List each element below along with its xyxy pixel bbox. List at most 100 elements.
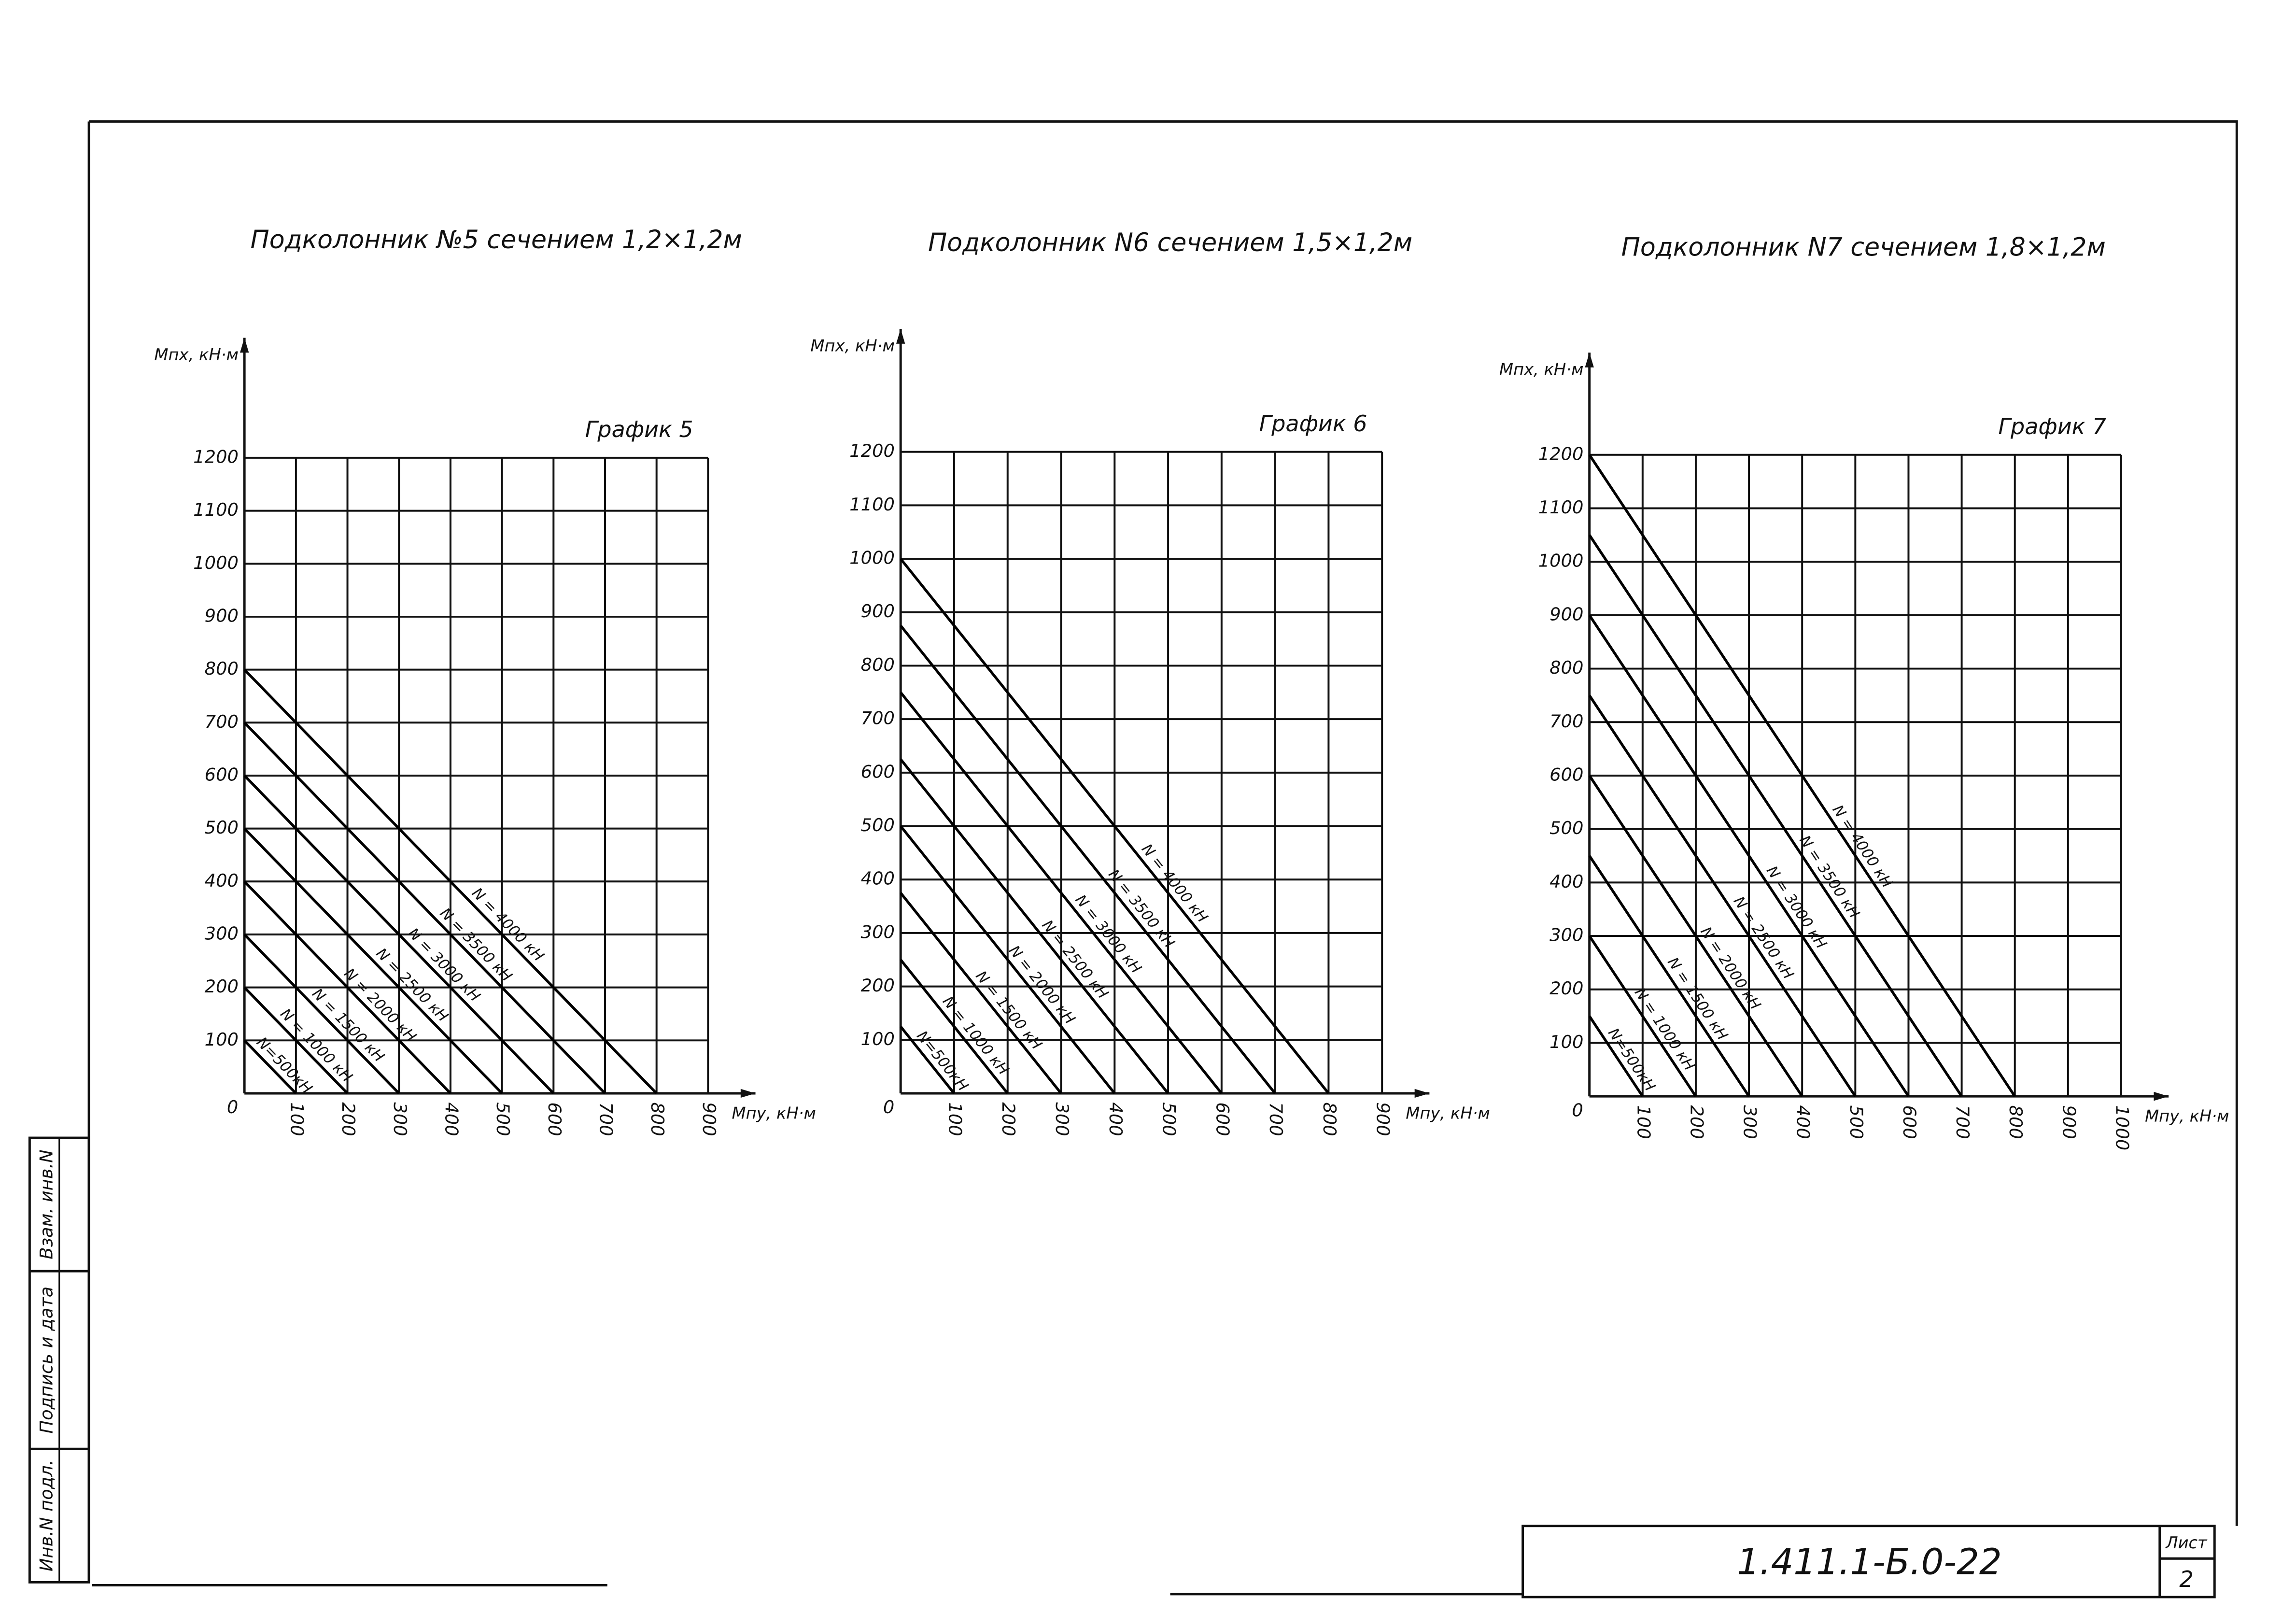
x-tick-label: 900 (1373, 1102, 1394, 1136)
chart-annotation: График 5 (585, 416, 693, 442)
y-tick-label: 1100 (193, 499, 239, 520)
y-tick-label: 400 (1549, 871, 1583, 892)
x-tick-label: 300 (1740, 1105, 1761, 1139)
y-tick-label: 600 (205, 764, 239, 785)
series-line (900, 892, 1062, 1094)
x-tick-label: 800 (647, 1102, 668, 1136)
y-tick-label: 400 (861, 868, 895, 889)
y-tick-label: 800 (861, 654, 895, 675)
y-tick-label: 1000 (849, 548, 895, 568)
x-tick-label: 500 (1159, 1102, 1180, 1136)
y-tick-label: 900 (205, 605, 239, 626)
y-tick-label: 200 (205, 976, 239, 997)
series-line (243, 775, 555, 1094)
y-tick-label: 300 (205, 923, 239, 944)
side-label: Подпись и дата (36, 1287, 57, 1434)
x-axis-label: Мпу, кН·м (732, 1104, 816, 1122)
series-line (243, 934, 400, 1094)
y-tick-label: 1000 (1538, 551, 1584, 571)
x-tick-label: 700 (1952, 1105, 1973, 1139)
y-tick-label: 500 (205, 817, 239, 838)
series-line (1588, 935, 1697, 1097)
x-tick-label: 300 (390, 1102, 410, 1136)
y-tick-label: 800 (205, 658, 239, 679)
axis-arrow (239, 338, 249, 353)
x-tick-label: 800 (2005, 1105, 2026, 1139)
series-line (900, 692, 1223, 1094)
y-tick-label: 1200 (849, 440, 895, 461)
series-line (1588, 454, 2016, 1097)
x-tick-label: 700 (596, 1102, 617, 1136)
axis-arrow (740, 1089, 756, 1098)
x-tick-label: 800 (1319, 1102, 1340, 1136)
series-line (900, 825, 1116, 1094)
x-tick-label: 200 (998, 1102, 1019, 1136)
y-tick-label: 1100 (1538, 497, 1584, 518)
y-tick-label: 400 (205, 870, 239, 891)
y-tick-label: 600 (1549, 764, 1583, 785)
x-tick-label: 600 (1212, 1102, 1233, 1136)
y-tick-label: 100 (861, 1029, 895, 1049)
y-tick-label: 200 (861, 975, 895, 996)
sheet-number: 2 (2179, 1566, 2193, 1592)
axis-arrow (1585, 353, 1594, 368)
y-tick-label: 100 (1549, 1032, 1583, 1052)
axis-arrow (896, 329, 905, 344)
y-tick-label: 1100 (849, 494, 895, 515)
document-code: 1.411.1-Б.0-22 (1737, 1542, 2001, 1583)
side-label: Взам. инв.N (36, 1149, 57, 1259)
y-tick-label: 700 (861, 708, 895, 729)
x-tick-label: 0 (227, 1097, 238, 1118)
y-tick-label: 800 (1549, 657, 1583, 678)
series-line (1588, 775, 1803, 1097)
frame-bottom (92, 1584, 1523, 1596)
x-axis-label: Мпу, кН·м (2145, 1107, 2229, 1126)
series-line (900, 959, 1009, 1094)
y-axis-label: Мпх, кН·м (810, 336, 894, 355)
x-tick-label: 600 (1899, 1105, 1920, 1139)
series-line (1588, 614, 1910, 1097)
x-tick-label: 200 (338, 1102, 359, 1136)
series-line (900, 558, 1330, 1094)
y-tick-label: 500 (1549, 818, 1583, 838)
x-tick-label: 0 (1572, 1100, 1583, 1120)
x-tick-label: 600 (544, 1102, 565, 1136)
series-line (243, 827, 503, 1094)
x-tick-label: 0 (883, 1097, 894, 1118)
y-tick-label: 700 (205, 711, 239, 732)
x-tick-label: 300 (1052, 1102, 1072, 1136)
x-tick-label: 100 (1633, 1105, 1654, 1139)
y-tick-label: 1200 (193, 446, 239, 467)
series-line (243, 722, 606, 1094)
y-tick-label: 1200 (1538, 443, 1584, 464)
chart-annotation: График 7 (1998, 413, 2106, 439)
series-line (243, 880, 451, 1094)
title-block (1521, 1525, 2216, 1599)
y-tick-label: 300 (861, 921, 895, 942)
y-tick-label: 900 (1549, 604, 1583, 624)
series-line (900, 1025, 956, 1094)
y-tick-label: 200 (1549, 978, 1583, 999)
y-tick-label: 500 (861, 815, 895, 835)
sheet-label: Лист (2165, 1533, 2208, 1552)
y-tick-label: 900 (861, 601, 895, 622)
chart-annotation: График 6 (1259, 410, 1367, 437)
series-line (900, 624, 1276, 1094)
x-tick-label: 400 (1793, 1105, 1814, 1139)
x-tick-label: 400 (1105, 1102, 1126, 1136)
y-tick-label: 1000 (193, 552, 239, 573)
series-line (1588, 1015, 1644, 1097)
x-tick-label: 900 (699, 1102, 719, 1136)
x-tick-label: 1000 (2112, 1105, 2132, 1151)
y-tick-label: 100 (205, 1029, 239, 1050)
axis-arrow (1414, 1089, 1430, 1098)
x-tick-label: 400 (441, 1102, 462, 1136)
series-line (900, 758, 1169, 1094)
x-tick-label: 200 (1686, 1105, 1707, 1139)
series-line (1588, 534, 1963, 1097)
y-axis-label: Мпх, кН·м (1499, 360, 1584, 379)
x-tick-label: 900 (2058, 1105, 2079, 1139)
chart-title: Подколонник N6 сечением 1,5×1,2м (928, 228, 1412, 257)
